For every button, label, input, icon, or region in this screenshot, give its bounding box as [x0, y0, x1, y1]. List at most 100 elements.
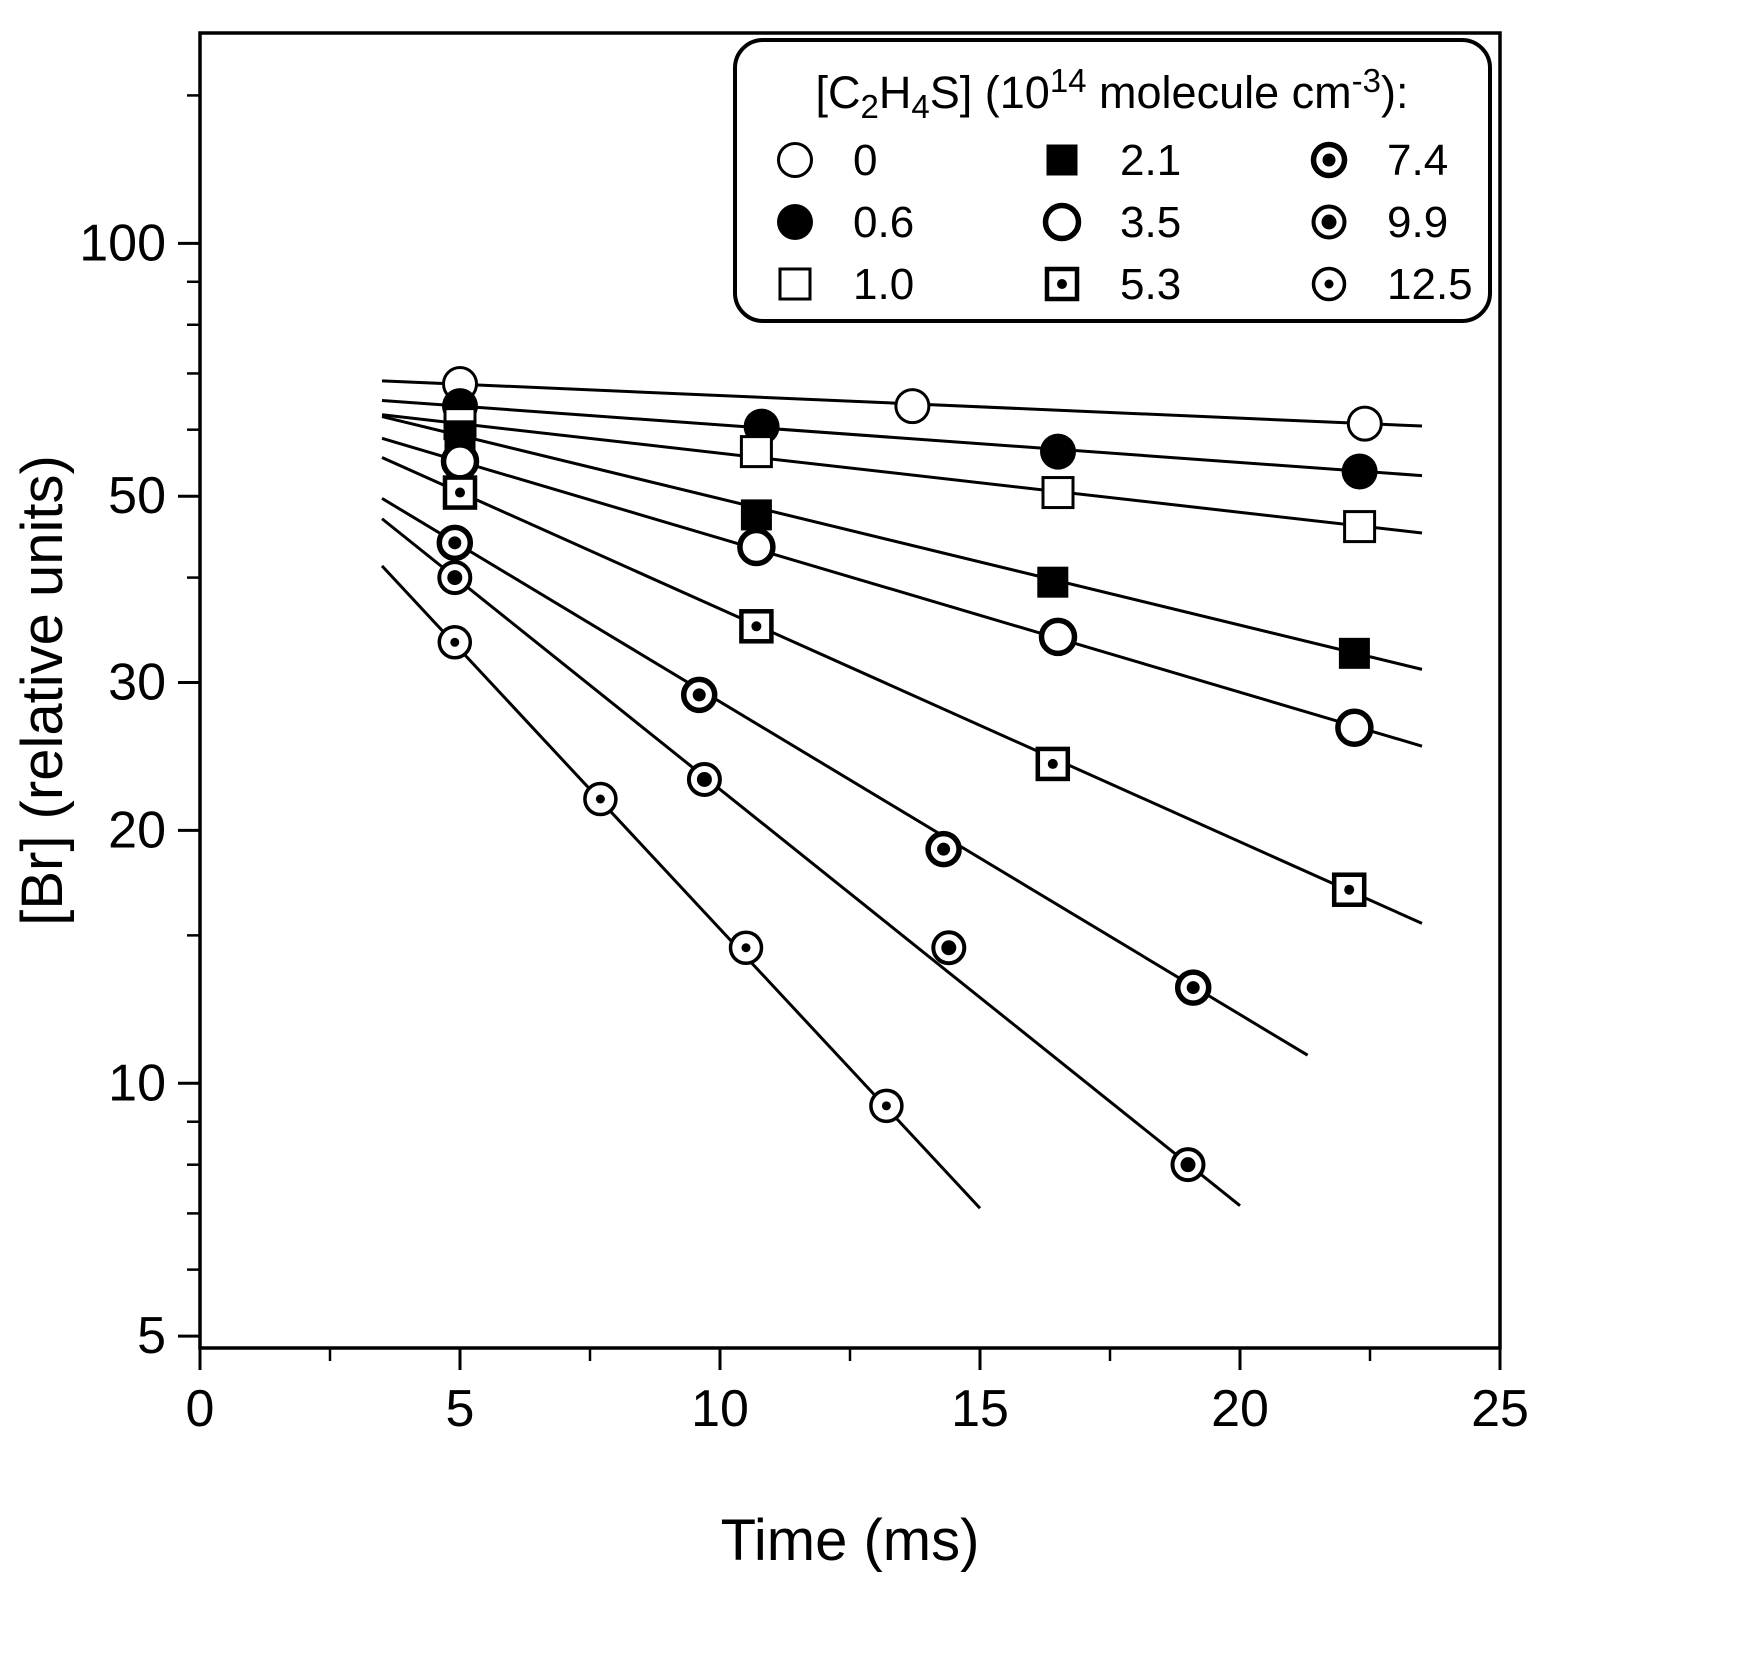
- x-tick-label: 10: [691, 1380, 749, 1438]
- open-square-icon: [778, 267, 812, 301]
- y-tick-label: 5: [137, 1307, 166, 1365]
- circle-dot-small-icon: [1324, 279, 1334, 289]
- legend-item: 5.3: [1044, 260, 1181, 309]
- legend-item: 0.6: [777, 198, 914, 247]
- data-point: [442, 475, 478, 510]
- fit-line: [381, 456, 1423, 925]
- data-point: [1331, 872, 1367, 907]
- legend-item-label: 2.1: [1120, 136, 1181, 185]
- circle-dot-small-icon: [881, 1101, 891, 1111]
- fit-line: [381, 497, 1309, 1057]
- data-point: [1346, 405, 1383, 442]
- legend-item-label: 9.9: [1387, 198, 1448, 247]
- data-point: [894, 388, 931, 425]
- data-point: [437, 625, 473, 660]
- data-point: [436, 524, 474, 562]
- circle-dot-medium-icon: [941, 940, 957, 956]
- legend-box: [733, 38, 1492, 323]
- y-tick-label: 30: [108, 654, 166, 712]
- open-square-icon: [1343, 510, 1377, 544]
- open-square-icon: [1041, 476, 1075, 510]
- legend-item: 3.5: [1042, 198, 1181, 247]
- filled-circle-icon: [1341, 453, 1378, 490]
- legend-item: 2.1: [1046, 136, 1181, 185]
- fit-line: [381, 398, 1423, 478]
- legend-item: 9.9: [1311, 198, 1448, 247]
- square-dot-icon: [455, 487, 465, 498]
- x-tick-label: 20: [1211, 1380, 1269, 1438]
- data-point: [1338, 637, 1370, 669]
- data-point: [1037, 566, 1069, 598]
- data-point: [1041, 476, 1075, 510]
- x-axis-label: Time (ms): [721, 1508, 980, 1573]
- fit-line: [381, 436, 1423, 748]
- fit-line: [381, 415, 1423, 671]
- legend: [C2H4S] (1014 molecule cm-3): 0 0.6 1.0 2.1 3…: [733, 38, 1492, 323]
- circle-dot-medium-icon: [696, 771, 712, 787]
- data-point: [931, 930, 967, 966]
- legend-item-label: 7.4: [1387, 136, 1448, 185]
- data-point: [583, 781, 618, 817]
- circle-dot-medium-icon: [1321, 214, 1337, 230]
- data-point: [740, 499, 772, 531]
- data-point: [437, 560, 473, 596]
- series-3.5: [440, 442, 1374, 748]
- data-point: [925, 830, 962, 868]
- circle-dot-small-icon: [450, 637, 460, 647]
- filled-square-icon: [1037, 566, 1069, 598]
- open-circle-icon: [1346, 405, 1383, 442]
- legend-title: [C2H4S] (1014 molecule cm-3):: [816, 62, 1409, 125]
- x-tick-label: 15: [951, 1380, 1009, 1438]
- square-dot-icon: [1057, 279, 1067, 289]
- open-circle-icon: [894, 388, 931, 425]
- data-point: [739, 609, 774, 644]
- circle-dot-medium-icon: [1180, 1157, 1196, 1173]
- filled-circle-icon: [777, 204, 813, 240]
- y-tick-label: 100: [79, 214, 166, 272]
- series-9.9: [437, 560, 1206, 1183]
- data-point: [1038, 617, 1078, 657]
- y-axis-label: [Br] (relative units): [10, 455, 75, 926]
- fit-line: [381, 517, 1241, 1207]
- legend-item: 1.0: [778, 260, 914, 309]
- open-circle-icon: [777, 142, 813, 178]
- data-point: [1035, 746, 1071, 782]
- square-dot-icon: [1344, 884, 1355, 895]
- circle-dot-small-icon: [741, 943, 751, 953]
- circle-dot-bold-icon: [937, 842, 951, 856]
- data-point: [737, 527, 776, 567]
- circle-dot-bold-icon: [692, 688, 706, 702]
- data-point: [739, 435, 773, 469]
- filled-square-icon: [1046, 144, 1078, 176]
- bold-open-circle-icon: [1042, 202, 1082, 242]
- filled-square-icon: [1338, 637, 1370, 669]
- y-tick-label: 50: [108, 467, 166, 525]
- legend-item: 7.4: [1310, 136, 1448, 185]
- data-point: [686, 761, 722, 797]
- data-point: [440, 442, 480, 481]
- legend-item-label: 12.5: [1387, 260, 1473, 309]
- y-tick-label: 10: [108, 1054, 166, 1112]
- filled-square-icon: [740, 499, 772, 531]
- data-point: [1343, 510, 1377, 544]
- data-point: [1341, 453, 1378, 490]
- data-point: [1335, 708, 1374, 748]
- plot-frame: [198, 31, 1502, 1350]
- circle-dot-small-icon: [595, 794, 605, 804]
- filled-circle-icon: [1040, 433, 1076, 470]
- square-dot-icon: [751, 621, 762, 632]
- x-tick-label: 25: [1471, 1380, 1529, 1438]
- square-dot-icon: [1047, 758, 1058, 769]
- data-point: [728, 930, 764, 965]
- fit-line: [381, 413, 1423, 535]
- fit-lines: [380, 379, 1423, 1210]
- series-12.5: [437, 625, 904, 1124]
- legend-item: 0: [777, 136, 877, 185]
- square-dot-icon: [1035, 746, 1071, 782]
- series-5.3: [442, 475, 1367, 907]
- bold-open-circle-icon: [1038, 617, 1078, 657]
- circle-dot-bold-icon: [1186, 981, 1200, 995]
- y-tick-label: 20: [108, 801, 166, 859]
